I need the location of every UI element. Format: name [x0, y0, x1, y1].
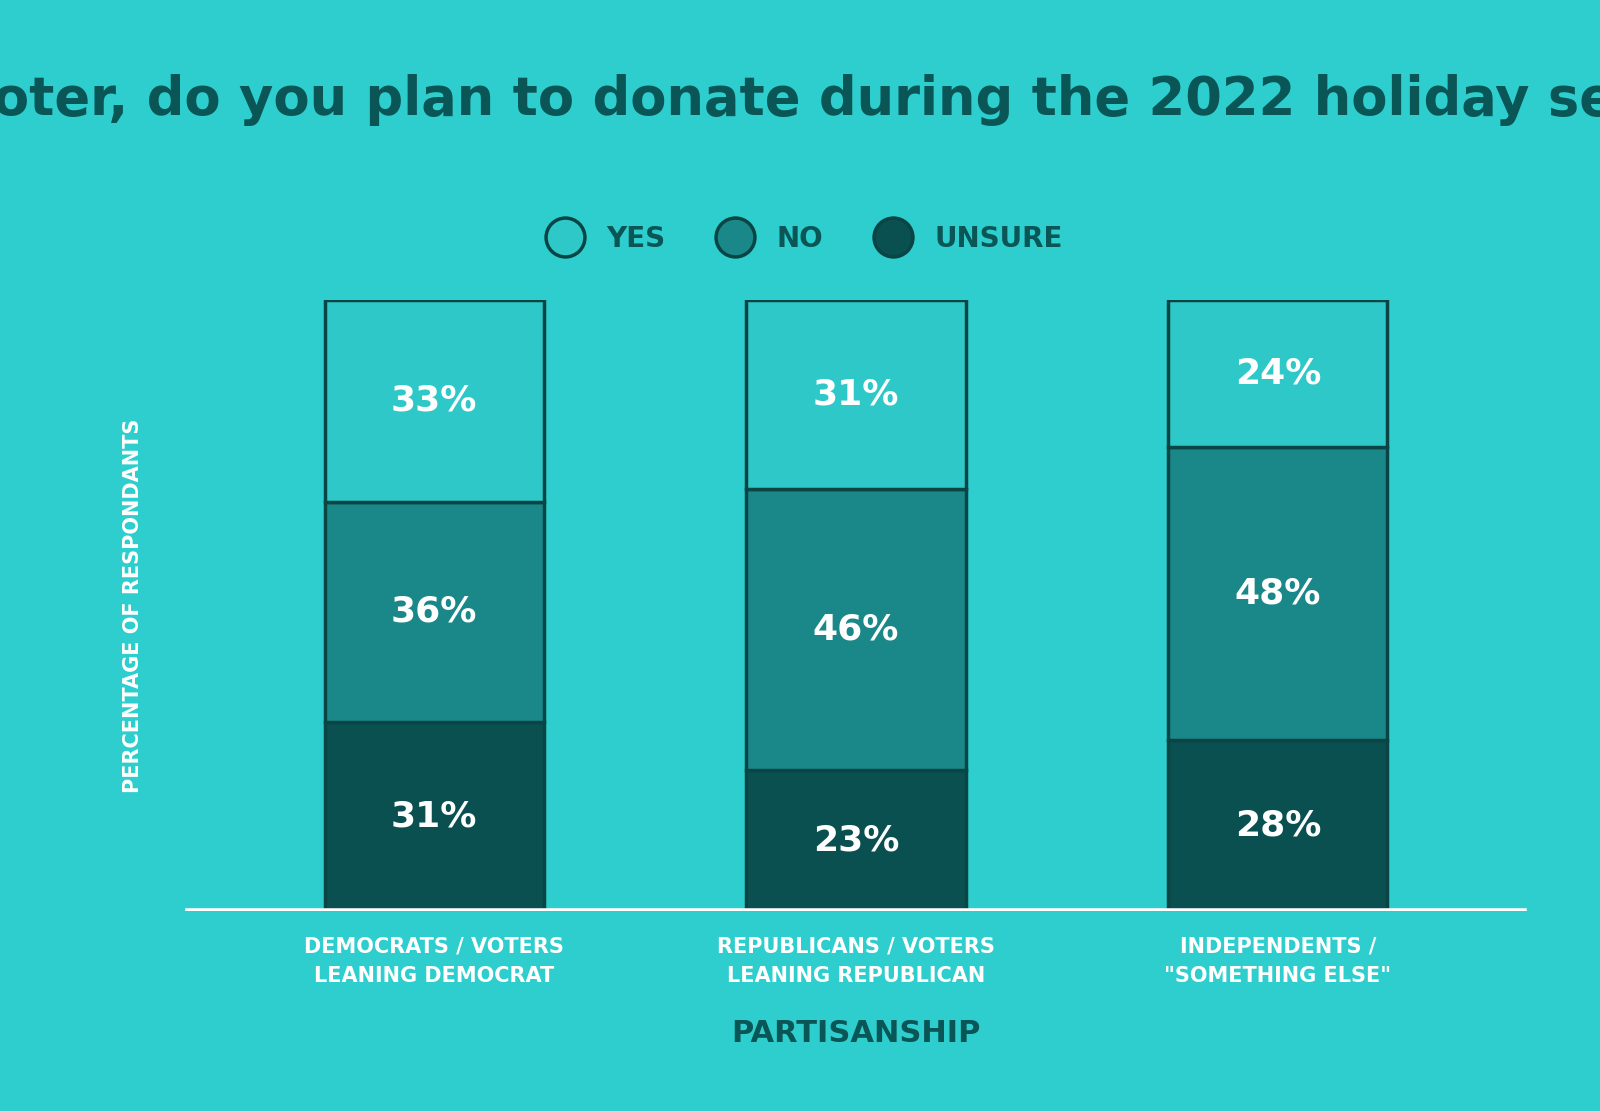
Text: 28%: 28% [1235, 809, 1322, 842]
Bar [746, 489, 966, 771]
Bar [325, 722, 544, 911]
Text: As a voter, do you plan to donate during the 2022 holiday season?: As a voter, do you plan to donate during… [0, 74, 1600, 126]
Bar [325, 502, 544, 722]
Text: 46%: 46% [813, 613, 899, 647]
Text: 33%: 33% [390, 383, 477, 418]
Bar [1168, 447, 1387, 740]
Text: 24%: 24% [1235, 357, 1322, 390]
Text: 31%: 31% [813, 378, 899, 412]
Text: 36%: 36% [390, 594, 477, 629]
Legend: YES, NO, UNSURE: YES, NO, UNSURE [526, 213, 1074, 264]
Text: 31%: 31% [390, 799, 477, 833]
Y-axis label: PERCENTAGE OF RESPONDANTS: PERCENTAGE OF RESPONDANTS [123, 419, 144, 792]
Bar [746, 771, 966, 911]
Text: 48%: 48% [1235, 577, 1322, 610]
Bar [1168, 740, 1387, 911]
Text: 23%: 23% [813, 823, 899, 858]
Bar [746, 300, 966, 489]
Bar [1168, 300, 1387, 447]
Bar [325, 300, 544, 502]
Text: PARTISANSHIP: PARTISANSHIP [731, 1019, 981, 1048]
